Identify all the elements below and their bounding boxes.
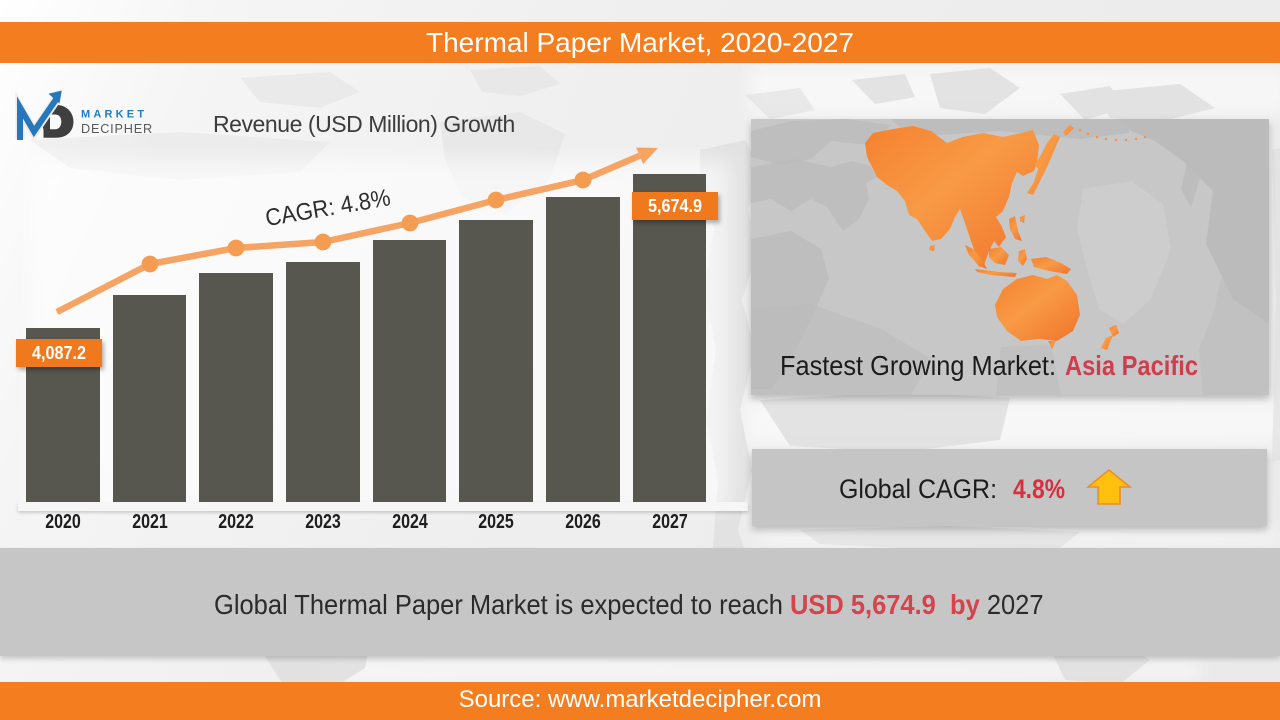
svg-text:Asia Pacific: Asia Pacific [1065, 350, 1198, 381]
svg-text:Global CAGR:: Global CAGR: [839, 474, 997, 504]
svg-text:4.8%: 4.8% [1013, 474, 1065, 504]
svg-text:DECIPHER: DECIPHER [81, 122, 153, 136]
svg-text:Fastest Growing Market:: Fastest Growing Market: [780, 350, 1056, 381]
svg-text:MARKET: MARKET [81, 109, 147, 121]
